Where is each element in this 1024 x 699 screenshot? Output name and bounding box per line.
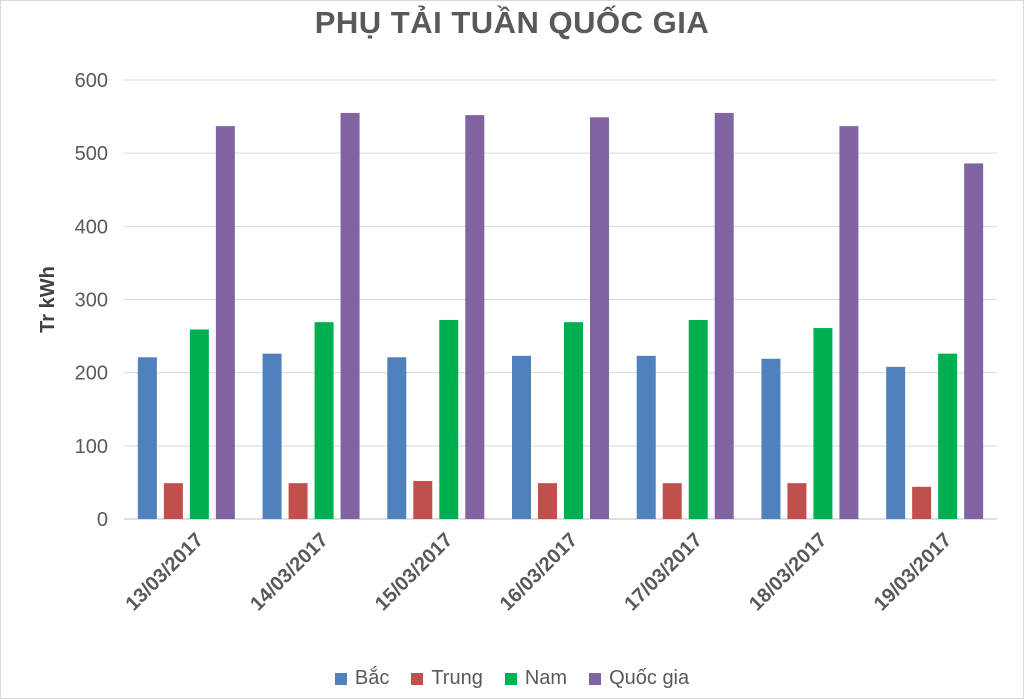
bar — [439, 319, 459, 519]
legend-item: Quốc gia — [589, 667, 689, 690]
bar — [262, 353, 282, 519]
bar — [163, 483, 183, 519]
legend-swatch — [589, 672, 602, 685]
bar — [465, 115, 485, 520]
legend-label: Bắc — [354, 667, 390, 689]
y-axis-label: Tr kWh — [37, 266, 59, 333]
legend-swatch — [504, 672, 517, 685]
bar — [813, 328, 833, 519]
bar — [288, 483, 308, 519]
legend-item: Bắc — [334, 667, 390, 690]
bar — [215, 126, 235, 519]
y-tick-label: 200 — [75, 363, 108, 385]
bar — [839, 126, 859, 519]
y-tick-label: 300 — [75, 290, 108, 312]
bar — [413, 480, 433, 519]
bar — [512, 355, 531, 519]
y-tick-label: 0 — [97, 509, 108, 531]
bar — [564, 322, 583, 519]
legend-item: Trung — [411, 667, 483, 690]
legend-label: Quốc gia — [609, 667, 690, 689]
legend-swatch — [411, 672, 424, 685]
x-tick-label: 19/03/2017 — [870, 529, 956, 615]
x-tick-label: 14/03/2017 — [246, 529, 332, 615]
x-tick-label: 16/03/2017 — [496, 529, 582, 615]
legend-label: Nam — [524, 667, 568, 689]
legend-swatch — [334, 672, 347, 685]
bar — [938, 353, 958, 519]
bar — [787, 483, 807, 519]
y-tick-label: 600 — [75, 70, 108, 92]
x-tick-label: 17/03/2017 — [620, 529, 706, 615]
bar — [886, 366, 906, 519]
bar — [662, 483, 682, 519]
bar — [761, 358, 781, 519]
legend-label: Trung — [431, 667, 483, 689]
chart-legend: Bắc Trung Nam Quốc gia — [1, 667, 1023, 690]
y-tick-label: 100 — [75, 436, 108, 458]
chart-title: PHỤ TẢI TUẦN QUỐC GIA — [314, 5, 710, 40]
bar — [387, 357, 407, 519]
bar — [688, 319, 708, 519]
x-tick-label: 13/03/2017 — [122, 529, 208, 615]
bar — [314, 322, 334, 519]
bar — [137, 357, 157, 519]
bar — [340, 112, 360, 520]
x-tick-label: 18/03/2017 — [745, 529, 831, 615]
x-tick-label: 15/03/2017 — [371, 529, 457, 615]
chart-plot-area: 0 100 200 300 400 500 600 Tr kWh 13/03/2017 14/03… — [37, 70, 997, 615]
bar — [189, 329, 209, 519]
bar — [636, 355, 656, 519]
bar — [964, 163, 984, 519]
bar — [714, 112, 734, 520]
bar — [912, 486, 932, 519]
y-tick-label: 500 — [75, 143, 108, 165]
y-tick-label: 400 — [75, 216, 108, 238]
bar — [590, 117, 609, 519]
legend-item: Nam — [504, 667, 568, 690]
bar — [538, 483, 557, 519]
